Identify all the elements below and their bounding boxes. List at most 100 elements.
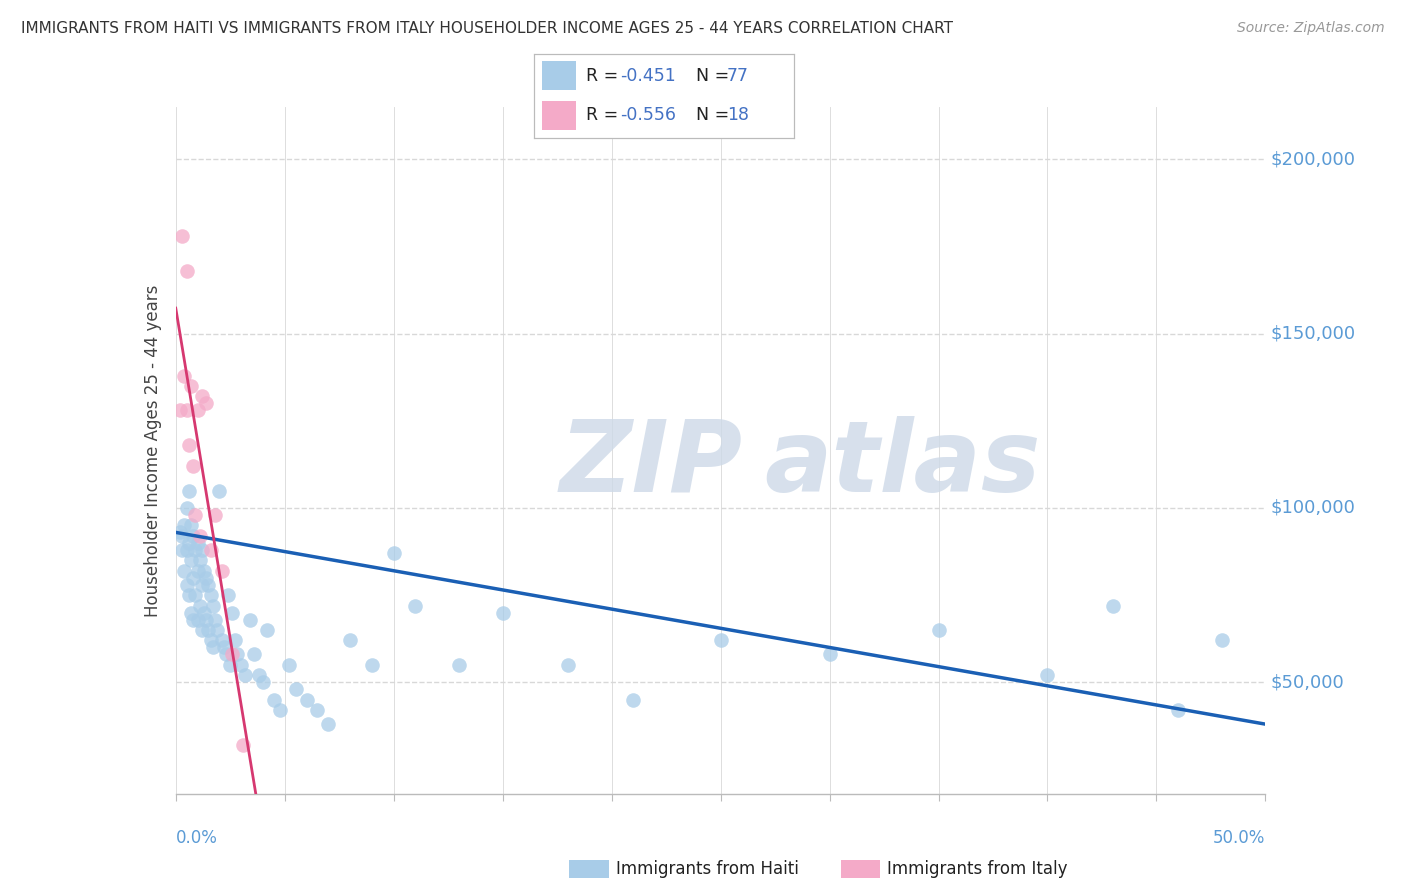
Point	[191, 623, 214, 637]
Point	[235, 668, 257, 682]
Point	[180, 379, 202, 393]
Point	[184, 588, 207, 602]
Point	[197, 577, 219, 591]
Point	[186, 613, 209, 627]
Point	[205, 623, 228, 637]
Text: 18: 18	[727, 106, 749, 124]
Point	[204, 508, 226, 522]
Point	[928, 623, 950, 637]
Point	[186, 564, 209, 578]
Point	[181, 613, 204, 627]
Point	[252, 675, 274, 690]
Point	[221, 648, 243, 662]
Point	[360, 657, 382, 672]
Point	[172, 542, 194, 557]
Text: 50.0%: 50.0%	[1213, 829, 1265, 847]
Point	[269, 703, 291, 717]
Text: R =: R =	[586, 106, 624, 124]
Point	[184, 508, 207, 522]
Point	[243, 648, 266, 662]
Point	[200, 588, 222, 602]
Point	[193, 606, 215, 620]
Point	[188, 599, 211, 613]
Point	[231, 657, 253, 672]
Point	[184, 542, 207, 557]
Point	[180, 606, 202, 620]
Point	[1102, 599, 1125, 613]
Point	[215, 648, 238, 662]
Text: R =: R =	[586, 67, 624, 85]
Point	[818, 648, 841, 662]
Point	[180, 553, 202, 567]
Point	[224, 633, 246, 648]
Point	[339, 633, 361, 648]
Point	[1036, 668, 1059, 682]
Text: -0.556: -0.556	[620, 106, 676, 124]
Point	[181, 459, 204, 474]
Point	[200, 633, 222, 648]
Point	[197, 623, 219, 637]
Text: Source: ZipAtlas.com: Source: ZipAtlas.com	[1237, 21, 1385, 35]
Point	[405, 599, 427, 613]
Point	[557, 657, 579, 672]
Point	[1167, 703, 1189, 717]
Point	[492, 606, 515, 620]
Point	[195, 613, 218, 627]
Point	[172, 229, 194, 244]
Text: $50,000: $50,000	[1271, 673, 1344, 691]
Text: Immigrants from Italy: Immigrants from Italy	[887, 860, 1067, 878]
Point	[232, 738, 254, 752]
Text: $150,000: $150,000	[1271, 325, 1355, 343]
Point	[191, 577, 214, 591]
Point	[180, 518, 202, 533]
Point	[295, 692, 318, 706]
Text: atlas: atlas	[765, 416, 1040, 513]
Point	[177, 483, 200, 498]
Point	[621, 692, 644, 706]
Text: 0.0%: 0.0%	[176, 829, 218, 847]
Point	[188, 529, 211, 543]
Point	[173, 518, 195, 533]
Point	[217, 588, 239, 602]
Point	[173, 368, 195, 383]
Point	[173, 564, 195, 578]
Point	[172, 529, 194, 543]
Point	[211, 564, 233, 578]
Point	[256, 623, 278, 637]
Point	[204, 613, 226, 627]
Point	[188, 553, 211, 567]
Point	[176, 542, 198, 557]
Point	[181, 571, 204, 585]
Point	[176, 264, 198, 278]
Point	[284, 682, 307, 697]
Text: IMMIGRANTS FROM HAITI VS IMMIGRANTS FROM ITALY HOUSEHOLDER INCOME AGES 25 - 44 Y: IMMIGRANTS FROM HAITI VS IMMIGRANTS FROM…	[21, 21, 953, 36]
Point	[1211, 633, 1233, 648]
Point	[219, 657, 242, 672]
Y-axis label: Householder Income Ages 25 - 44 years: Householder Income Ages 25 - 44 years	[143, 285, 162, 616]
Point	[195, 571, 218, 585]
Point	[191, 542, 214, 557]
Point	[176, 577, 198, 591]
Text: -0.451: -0.451	[620, 67, 676, 85]
Text: Immigrants from Haiti: Immigrants from Haiti	[616, 860, 799, 878]
Point	[200, 542, 222, 557]
Point	[263, 692, 285, 706]
Text: N =: N =	[696, 67, 734, 85]
Text: $200,000: $200,000	[1271, 151, 1355, 169]
Point	[177, 588, 200, 602]
Point	[195, 396, 218, 410]
Text: ZIP: ZIP	[560, 416, 742, 513]
Point	[221, 606, 243, 620]
Text: 77: 77	[727, 67, 749, 85]
Point	[193, 564, 215, 578]
Point	[186, 536, 209, 550]
Text: $100,000: $100,000	[1271, 499, 1355, 517]
Point	[247, 668, 270, 682]
Point	[239, 613, 262, 627]
Point	[201, 640, 224, 655]
Point	[181, 529, 204, 543]
Point	[186, 403, 209, 417]
Point	[225, 648, 247, 662]
Point	[307, 703, 329, 717]
Point	[177, 536, 200, 550]
